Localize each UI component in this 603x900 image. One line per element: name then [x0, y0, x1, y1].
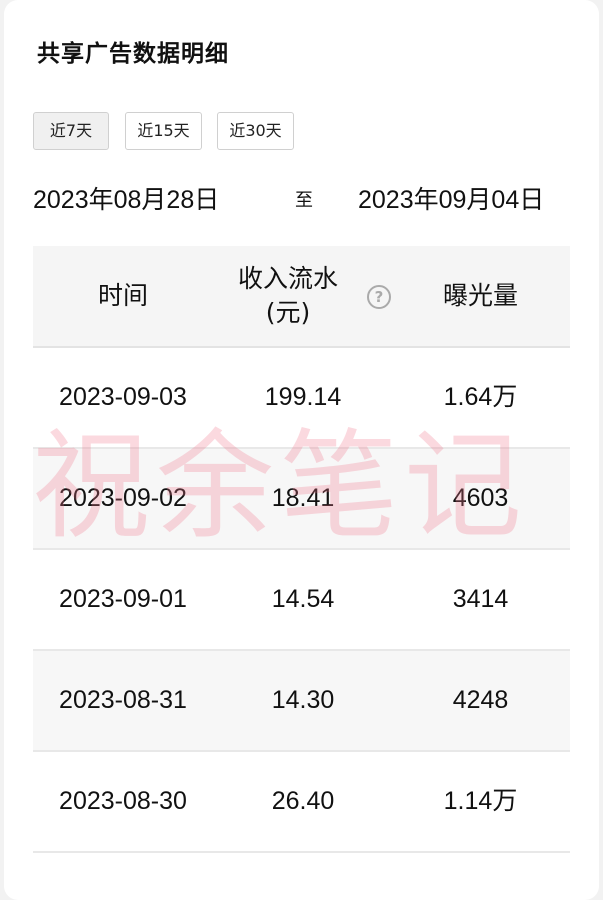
range-7-days-button[interactable]: 近7天 [33, 112, 109, 150]
table-row: 2023-09-01 14.54 3414 [33, 550, 570, 651]
cell-exposure: 3414 [452, 585, 509, 613]
cell-exposure: 4603 [452, 484, 509, 512]
cell-exposure: 4248 [452, 686, 509, 714]
cell-revenue: 199.14 [264, 383, 342, 411]
cell-revenue: 14.30 [271, 686, 335, 714]
table-row: 2023-08-30 26.40 1.14万 [33, 752, 570, 853]
cell-date: 2023-09-02 [59, 484, 187, 512]
range-15-days-button[interactable]: 近15天 [125, 112, 202, 150]
cell-exposure: 1.14万 [443, 787, 518, 815]
cell-date: 2023-09-01 [59, 585, 187, 613]
date-separator: 至 [295, 190, 313, 211]
table-header: 时间 收入流水 (元) ? 曝光量 [33, 246, 570, 348]
header-revenue: 收入流水 (元) [237, 264, 338, 327]
question-circle-icon[interactable]: ? [367, 285, 391, 309]
page-title: 共享广告数据明细 [37, 41, 229, 67]
table-row: 2023-09-02 18.41 4603 [33, 449, 570, 550]
header-exposure: 曝光量 [442, 281, 518, 310]
cell-revenue: 14.54 [271, 585, 335, 613]
cell-date: 2023-09-03 [59, 383, 187, 411]
range-30-days-button[interactable]: 近30天 [217, 112, 294, 150]
table-row: 2023-09-03 199.14 1.64万 [33, 348, 570, 449]
cell-exposure: 1.64万 [443, 383, 518, 411]
cell-revenue: 26.40 [271, 787, 335, 815]
header-time: 时间 [97, 281, 148, 310]
cell-date: 2023-08-30 [59, 787, 187, 815]
data-table: 时间 收入流水 (元) ? 曝光量 2023-09-03 199.14 1.64… [33, 246, 570, 853]
end-date[interactable]: 2023年09月04日 [358, 186, 545, 214]
ad-data-card: 共享广告数据明细 近7天 近15天 近30天 2023年08月28日 至 202… [4, 0, 599, 900]
start-date[interactable]: 2023年08月28日 [33, 186, 220, 214]
table-row: 2023-08-31 14.30 4248 [33, 651, 570, 752]
cell-revenue: 18.41 [271, 484, 335, 512]
cell-date: 2023-08-31 [59, 686, 187, 714]
